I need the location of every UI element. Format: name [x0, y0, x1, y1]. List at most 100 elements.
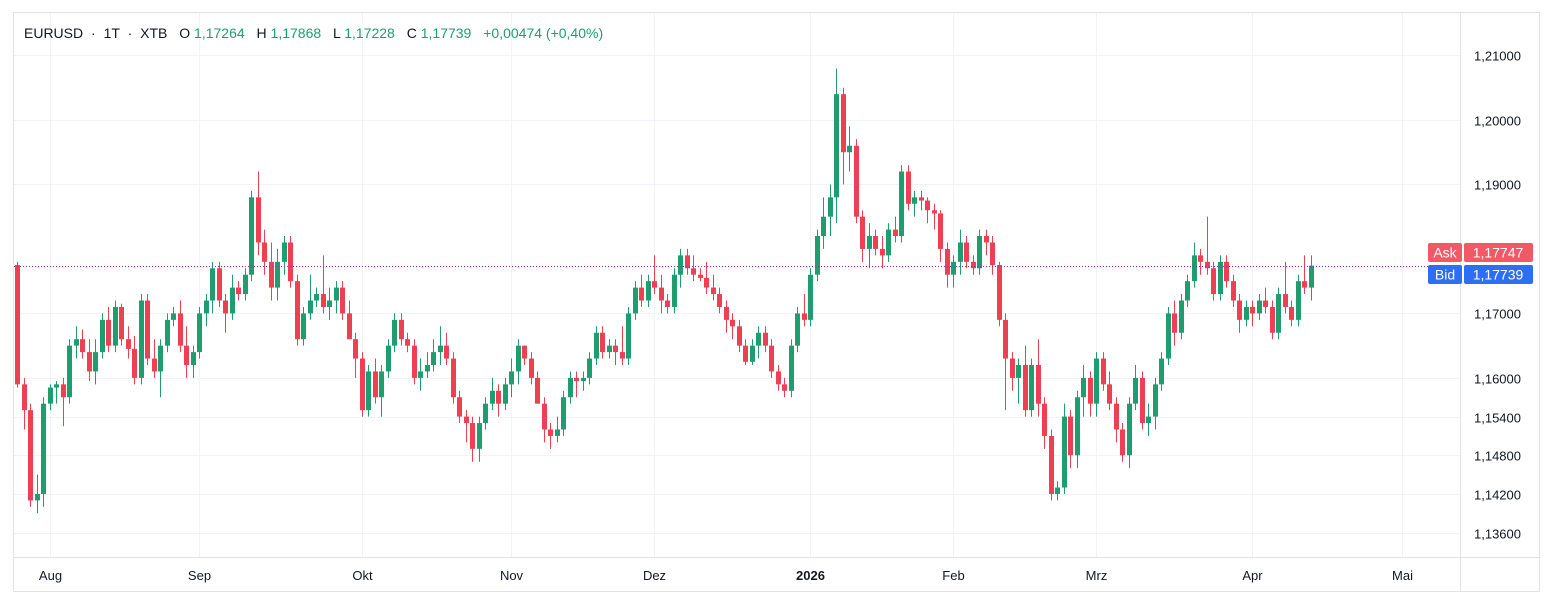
candle-down: [22, 377, 27, 430]
candle-up: [243, 268, 248, 301]
candle-body: [308, 300, 313, 314]
time-tick-label: Mai: [1392, 568, 1413, 583]
candle-up: [1179, 294, 1184, 340]
candle-body: [100, 319, 105, 353]
candle-body: [893, 229, 898, 237]
legend-separator: ·: [91, 25, 96, 41]
candle-up: [626, 306, 631, 365]
candle-down: [1289, 300, 1294, 327]
candle-body: [1231, 281, 1236, 301]
time-tick-label: Feb: [942, 568, 964, 583]
candle-down: [1205, 216, 1210, 275]
candle-down: [529, 352, 534, 385]
candle-down: [295, 274, 300, 346]
time-axis[interactable]: Aug Sep Okt Nov Dez 2026 Feb Mrz Apr Mai: [39, 568, 1413, 583]
candle-body: [529, 358, 534, 378]
candle-body: [1094, 358, 1099, 404]
candle-down: [87, 339, 92, 382]
candle-down: [893, 216, 898, 243]
candle-up: [789, 339, 794, 398]
candle-up: [392, 313, 397, 353]
candle-down: [984, 229, 989, 256]
candle-body: [464, 416, 469, 424]
candle-down: [405, 332, 410, 353]
candle-body: [763, 332, 768, 346]
time-tick-label: Sep: [188, 568, 211, 583]
candle-body: [815, 236, 820, 275]
candle-body: [1179, 300, 1184, 333]
candle-up: [1016, 358, 1021, 404]
candle-body: [561, 397, 566, 430]
candle-down: [938, 210, 943, 262]
legend-close-value: 1,17739: [421, 25, 472, 41]
candle-body: [61, 384, 66, 398]
candle-down: [548, 423, 553, 449]
price-tick-label: 1,14200: [1474, 488, 1521, 503]
candle-body: [873, 236, 878, 249]
candle-down: [691, 255, 696, 282]
candle-up: [834, 68, 839, 224]
candle-down: [1107, 371, 1112, 411]
candle-up: [516, 339, 521, 385]
candle-body: [93, 352, 98, 372]
candle-down: [919, 190, 924, 211]
candle-body: [178, 313, 183, 346]
candle-body: [958, 242, 963, 262]
candle-down: [1042, 397, 1047, 449]
candle-body: [1133, 377, 1138, 404]
ask-price-tag: Ask 1,17747: [1428, 243, 1533, 262]
price-axis[interactable]: 1,21000 1,20000 1,19000 1,17000 1,16000 1,154…: [1474, 49, 1521, 542]
candle-up: [912, 190, 917, 217]
candle-up: [1153, 377, 1158, 430]
candle-down: [1237, 294, 1242, 333]
candle-body: [139, 300, 144, 378]
candle-up: [750, 339, 755, 365]
candle-body: [399, 319, 404, 340]
candle-body: [717, 294, 722, 307]
candle-up: [230, 274, 235, 320]
candle-body: [1224, 261, 1229, 282]
candle-body: [256, 197, 261, 243]
candle-body: [334, 287, 339, 301]
price-tick-label: 1,13600: [1474, 527, 1521, 542]
candle-body: [867, 236, 872, 249]
candle-up: [633, 281, 638, 320]
candle-body: [392, 319, 397, 346]
candle-up: [1257, 294, 1262, 320]
candle-down: [724, 300, 729, 333]
legend: EURUSD · 1T · XTB O 1,17264 H 1,17868 L …: [24, 25, 603, 41]
candle-body: [704, 277, 709, 288]
candle-down: [119, 303, 124, 346]
bid-label: Bid: [1435, 267, 1455, 283]
candle-body: [282, 242, 287, 262]
candle-down: [80, 329, 85, 359]
candle-body: [1062, 416, 1067, 488]
candle-up: [334, 281, 339, 314]
chart-frame: [13, 12, 1540, 592]
candle-down: [659, 274, 664, 314]
candle-body: [386, 345, 391, 372]
candle-down: [184, 326, 189, 378]
candle-up: [249, 190, 254, 282]
candle-down: [873, 229, 878, 256]
candle-down: [854, 139, 859, 224]
candle-body: [1250, 306, 1255, 314]
candle-down: [925, 197, 930, 224]
candle-body: [574, 377, 579, 382]
candle-body: [1172, 313, 1177, 333]
candle-body: [236, 287, 241, 295]
candle-down: [1270, 300, 1275, 340]
candle-up: [847, 126, 852, 172]
candle-down: [236, 281, 241, 301]
candle-body: [217, 268, 222, 301]
candle-body: [581, 377, 586, 382]
candle-body: [750, 345, 755, 362]
candle-body: [737, 326, 742, 346]
candle-up: [886, 223, 891, 262]
price-tick-label: 1,16000: [1474, 372, 1521, 387]
candle-body: [1166, 313, 1171, 359]
candle-down: [106, 306, 111, 353]
candle-up: [594, 326, 599, 365]
